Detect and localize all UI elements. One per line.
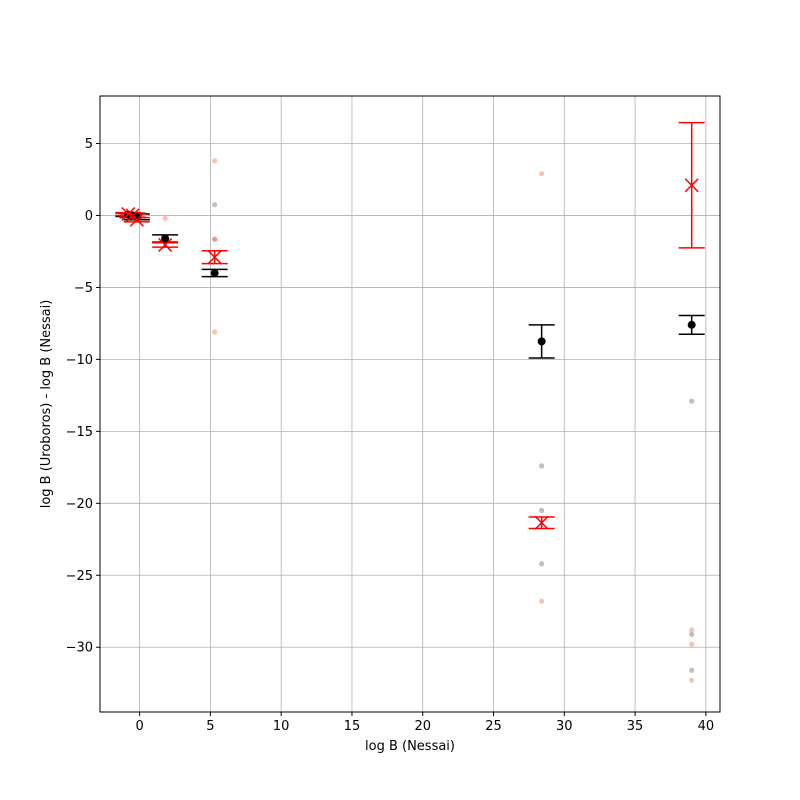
mean-point	[537, 337, 546, 346]
salmon-sample-point	[212, 329, 218, 335]
x-marker-stroke	[684, 178, 699, 193]
salmon-sample-point	[689, 641, 695, 647]
x-tick-label: 35	[627, 719, 644, 734]
x-tick-label: 0	[135, 719, 143, 734]
y-tick-label: −10	[66, 353, 93, 368]
mean-x-marker	[121, 206, 136, 222]
x-tick-label: 5	[206, 719, 214, 734]
salmon-sample-point	[689, 627, 695, 633]
mean-x-marker	[207, 250, 222, 265]
mean-point	[132, 212, 141, 221]
salmon-sample-point	[212, 158, 218, 164]
mean-x-marker	[534, 515, 549, 530]
salmon-sample-point	[689, 677, 695, 683]
salmon-sample-point	[212, 236, 218, 242]
error-bars	[115, 121, 705, 530]
x-tick-label: 20	[414, 719, 431, 734]
y-tick-label: −20	[66, 497, 93, 512]
gray-sample-point	[689, 398, 695, 404]
y-tick-label: −15	[66, 425, 93, 440]
gray-sample-point	[689, 667, 695, 673]
x-marker-stroke	[207, 250, 222, 265]
mean-markers	[121, 178, 699, 530]
gray-sample-point	[212, 202, 218, 208]
x-marker-stroke	[121, 206, 136, 222]
x-tick-label: 15	[344, 719, 361, 734]
salmon-sample-point	[539, 171, 545, 177]
mean-point	[687, 320, 696, 329]
gray-sample-point	[689, 631, 695, 637]
axis-ticks: 0 5 10 15 20 25 30 35 40 5 0 −5 −10 −15 −20 −25 −30	[66, 137, 715, 734]
gray-sample-point	[539, 463, 545, 469]
x-marker-stroke	[534, 515, 549, 530]
y-tick-label: 5	[85, 137, 93, 152]
plot-frame	[99, 95, 721, 713]
x-marker-stroke	[158, 237, 173, 252]
mean-x-marker	[129, 212, 144, 227]
x-axis-label: log B (Nessai)	[365, 739, 455, 754]
x-tick-label: 40	[698, 719, 715, 734]
mean-x-marker	[684, 178, 699, 193]
mean-x-marker	[158, 237, 173, 252]
y-tick-label: −25	[66, 569, 93, 584]
gray-sample-point	[539, 507, 545, 514]
y-axis-label: log B (Uroboros) - log B (Nessai)	[39, 300, 54, 509]
x-tick-label: 30	[556, 719, 573, 734]
y-tick-label: 0	[85, 209, 93, 224]
gray-sample-point	[539, 561, 545, 567]
salmon-sample-point	[539, 598, 545, 604]
sample-points	[162, 158, 695, 683]
y-tick-label: −5	[74, 281, 93, 296]
mean-point	[161, 234, 170, 243]
salmon-sample-point	[162, 215, 168, 221]
grid-lines	[100, 96, 720, 712]
x-marker-stroke	[129, 212, 144, 227]
x-tick-label: 25	[485, 719, 502, 734]
mean-point	[210, 269, 219, 278]
x-tick-label: 10	[273, 719, 290, 734]
y-tick-label: −30	[66, 641, 93, 656]
